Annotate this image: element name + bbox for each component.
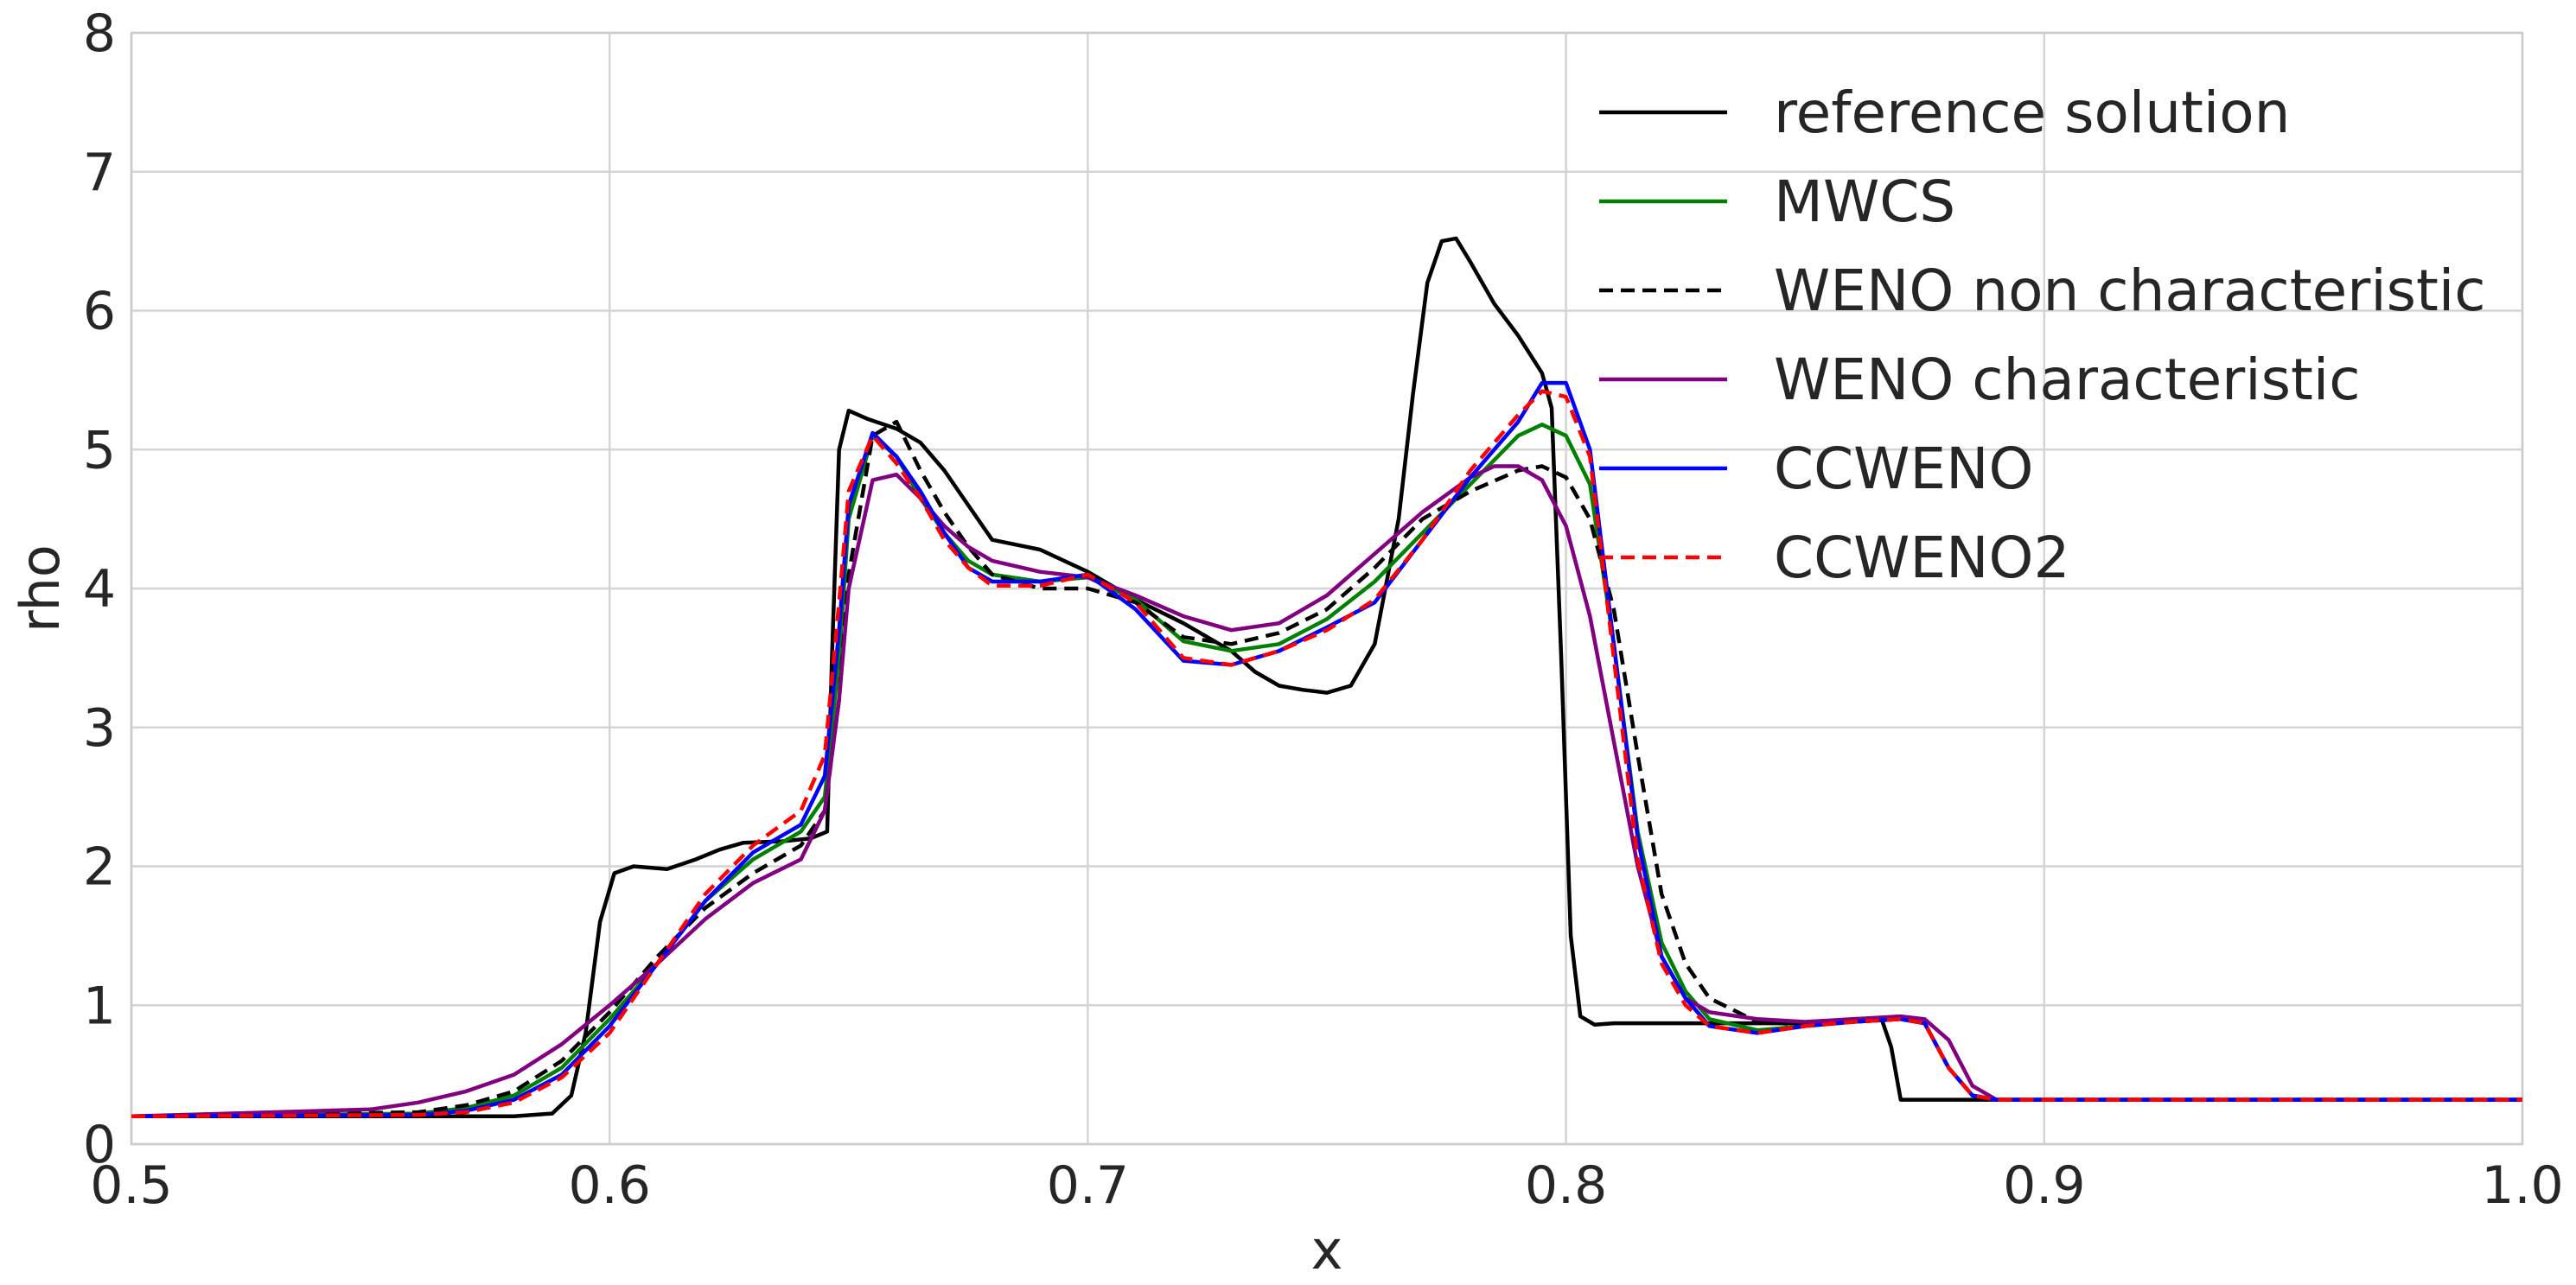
y-tick-label: 7 xyxy=(83,143,116,203)
legend-label: reference solution xyxy=(1774,80,2290,146)
y-tick-label: 1 xyxy=(83,976,116,1036)
x-tick-label: 0.5 xyxy=(90,1155,172,1216)
legend: reference solution MWCS WENO non character… xyxy=(1599,80,2486,591)
grid-lines xyxy=(130,31,2524,1146)
y-tick-label: 8 xyxy=(83,3,116,64)
y-tick-label: 4 xyxy=(83,559,116,620)
legend-label: CCWENO2 xyxy=(1774,525,2069,591)
legend-label: WENO characteristic xyxy=(1774,347,2361,413)
y-tick-labels: 0 1 2 3 4 5 6 7 8 xyxy=(83,3,116,1175)
x-tick-label: 0.9 xyxy=(2003,1155,2085,1216)
series-line xyxy=(131,419,2522,1119)
y-axis-label: rho xyxy=(9,544,72,633)
x-tick-label: 1.0 xyxy=(2481,1155,2563,1216)
x-tick-label: 0.7 xyxy=(1047,1155,1129,1216)
series-line xyxy=(131,464,2522,1119)
x-tick-labels: 0.5 0.6 0.7 0.8 0.9 1.0 xyxy=(90,1155,2563,1216)
plot-area-frame xyxy=(130,31,2524,1146)
y-tick-label: 6 xyxy=(83,282,116,342)
legend-label: MWCS xyxy=(1774,169,1955,235)
y-tick-label: 3 xyxy=(83,698,116,759)
x-axis-label: x xyxy=(1311,1218,1343,1282)
legend-label: CCWENO xyxy=(1774,436,2033,502)
series-line xyxy=(131,389,2522,1119)
y-tick-label: 0 xyxy=(83,1115,116,1175)
series-line xyxy=(131,236,2522,1119)
y-tick-label: 5 xyxy=(83,420,116,480)
y-tick-label: 2 xyxy=(83,837,116,898)
x-tick-label: 0.6 xyxy=(568,1155,650,1216)
legend-label: WENO non characteristic xyxy=(1774,258,2486,324)
series-layer xyxy=(131,236,2522,1119)
x-tick-label: 0.8 xyxy=(1525,1155,1607,1216)
series-line xyxy=(131,423,2522,1119)
